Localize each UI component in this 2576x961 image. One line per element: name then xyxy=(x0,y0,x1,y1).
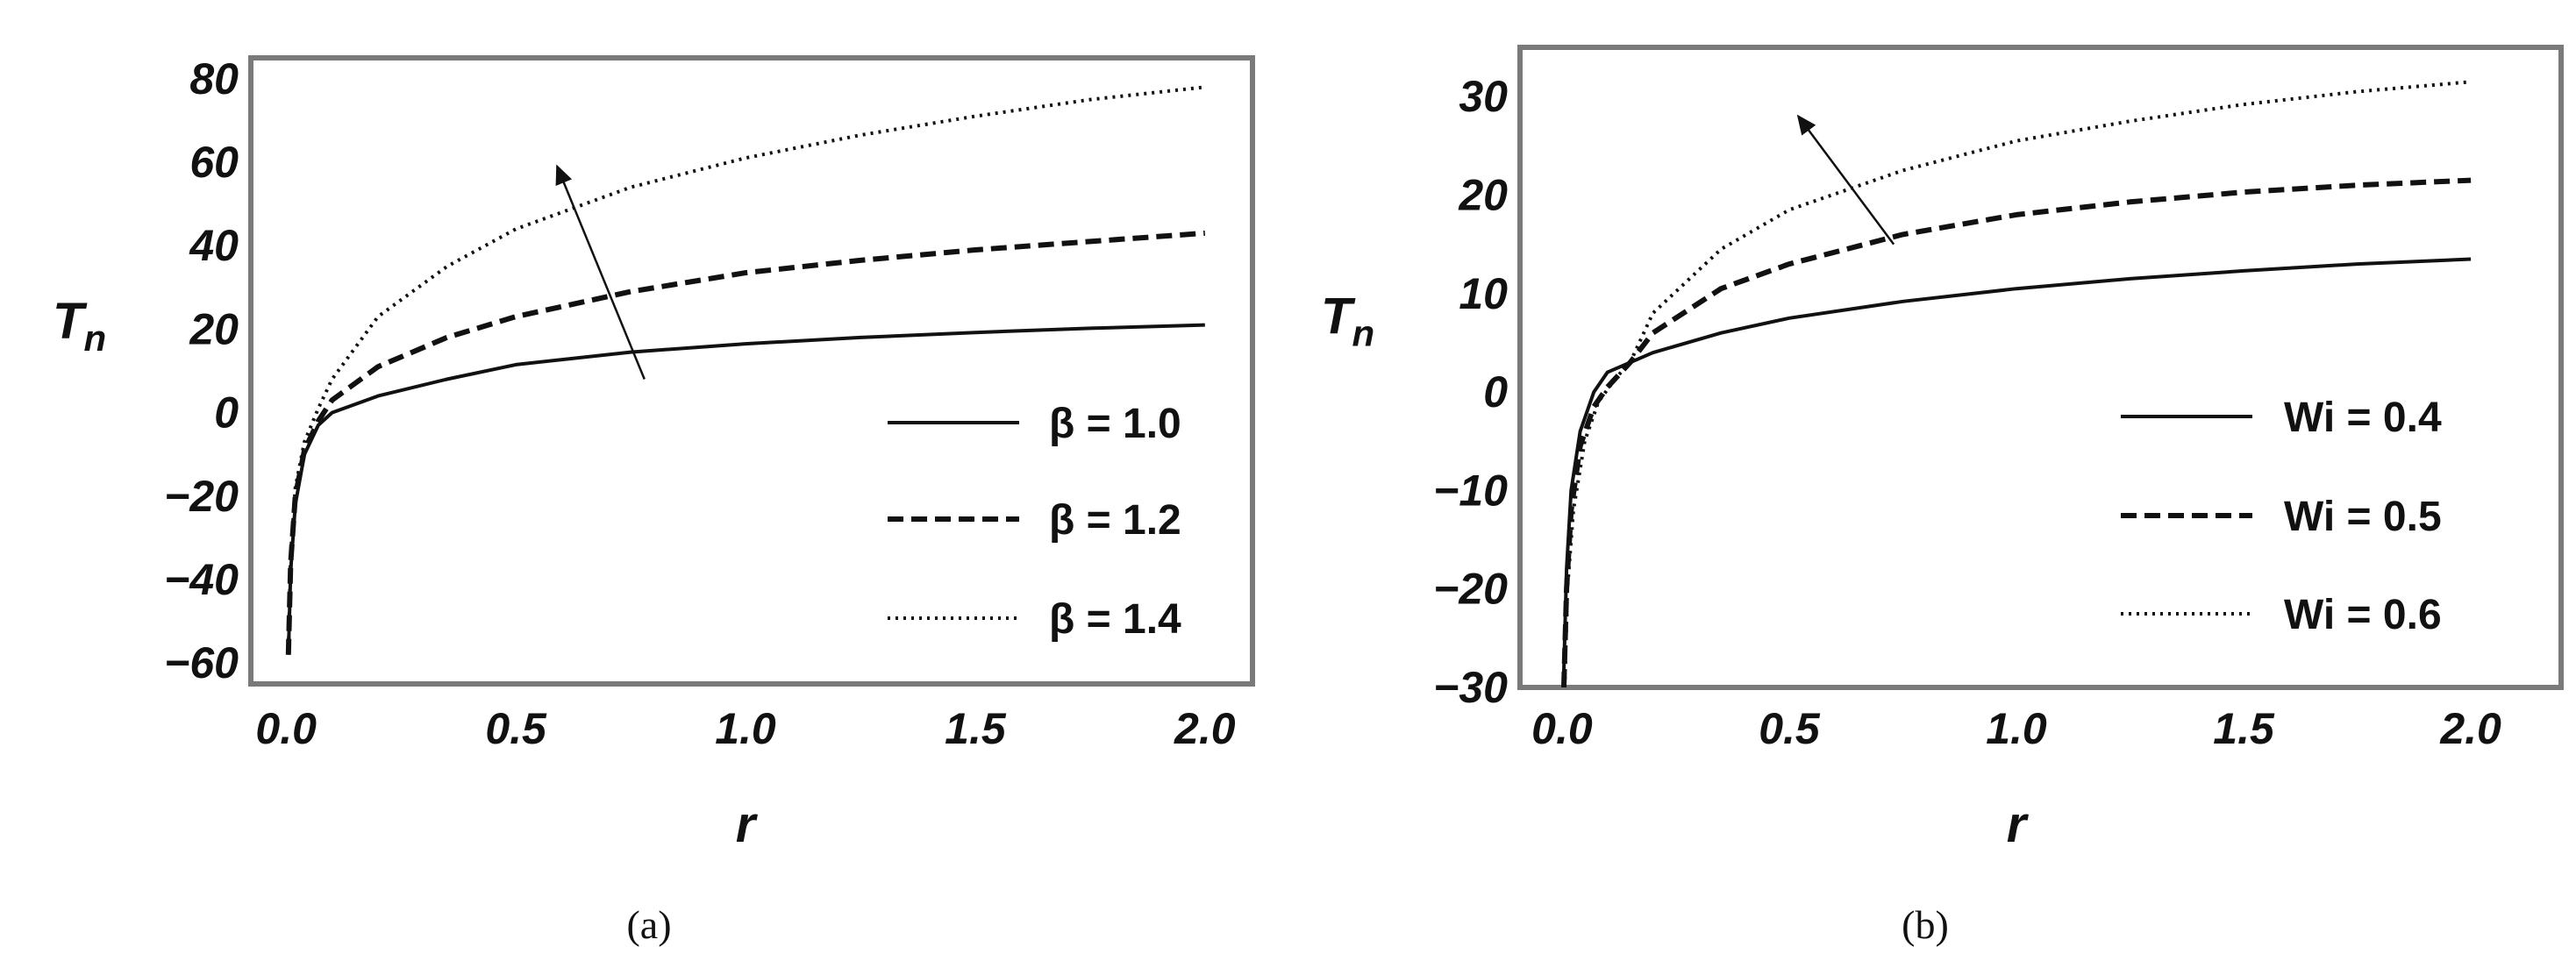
plot-frame xyxy=(1517,45,2564,690)
y-tick-label: −40 xyxy=(164,555,239,604)
series-line-3 xyxy=(286,85,1206,655)
x-tick-label: 1.0 xyxy=(1986,704,2047,753)
y-tick-label: −30 xyxy=(1433,663,1508,712)
panel-label: (a) xyxy=(626,902,671,947)
y-axis-label-main: T xyxy=(53,293,88,350)
y-tick-label: 30 xyxy=(1459,72,1508,121)
y-tick-label: 10 xyxy=(1459,269,1508,318)
x-tick-label: 1.5 xyxy=(2213,704,2275,753)
y-tick-label: 0 xyxy=(1483,367,1508,416)
y-axis-label: Tn xyxy=(53,293,106,359)
y-axis-label-main: T xyxy=(1321,288,1356,345)
x-tick-label: 0.0 xyxy=(255,704,317,753)
chart-panel-b: 0.0 0.5 1.0 1.5 2.0 −30 −20 −10 0 10 20 30 r Tn Wi = 0… xyxy=(1321,45,2564,947)
legend-label-1: β = 1.0 xyxy=(1049,401,1181,447)
y-axis-label: Tn xyxy=(1321,288,1374,354)
x-tick-label: 2.0 xyxy=(2439,704,2501,753)
y-tick-label: 60 xyxy=(189,138,239,187)
y-tick-label: 80 xyxy=(189,54,239,103)
chart-panel-a: 0.0 0.5 1.0 1.5 2.0 −60 −40 −20 0 20 40 60 80 r Tn β = … xyxy=(53,54,1255,947)
legend-label-1: Wi = 0.4 xyxy=(2284,395,2442,441)
y-tick-label: −10 xyxy=(1433,466,1508,515)
trend-arrow xyxy=(1796,114,1895,246)
y-tick-label: 0 xyxy=(214,388,239,438)
x-tick-label: 2.0 xyxy=(1174,704,1236,753)
legend-label-3: Wi = 0.6 xyxy=(2284,592,2442,638)
y-tick-label: −20 xyxy=(164,472,239,521)
legend-label-2: β = 1.2 xyxy=(1049,497,1181,544)
panel-label: (b) xyxy=(1902,902,1949,947)
x-tick-label: 0.5 xyxy=(485,704,547,753)
y-tick-label: −60 xyxy=(164,638,239,687)
y-tick-label: 40 xyxy=(189,221,239,270)
x-axis-label: r xyxy=(2007,796,2030,853)
trend-arrow xyxy=(555,164,646,380)
y-tick-label: −20 xyxy=(1433,565,1508,614)
series-line-2 xyxy=(1561,177,2472,688)
x-tick-label: 0.0 xyxy=(1531,704,1593,753)
y-tick-label: 20 xyxy=(189,304,239,353)
x-tick-label: 1.0 xyxy=(715,704,776,753)
x-tick-label: 0.5 xyxy=(1759,704,1821,753)
y-axis-label-subscript: n xyxy=(1352,313,1374,354)
plot-frame xyxy=(248,55,1255,687)
y-axis-label-subscript: n xyxy=(83,317,106,359)
legend-label-3: β = 1.4 xyxy=(1049,596,1181,643)
legend-label-2: Wi = 0.5 xyxy=(2284,494,2442,540)
y-tick-label: 20 xyxy=(1458,170,1508,219)
x-tick-label: 1.5 xyxy=(945,704,1007,753)
x-axis-label: r xyxy=(736,796,759,853)
